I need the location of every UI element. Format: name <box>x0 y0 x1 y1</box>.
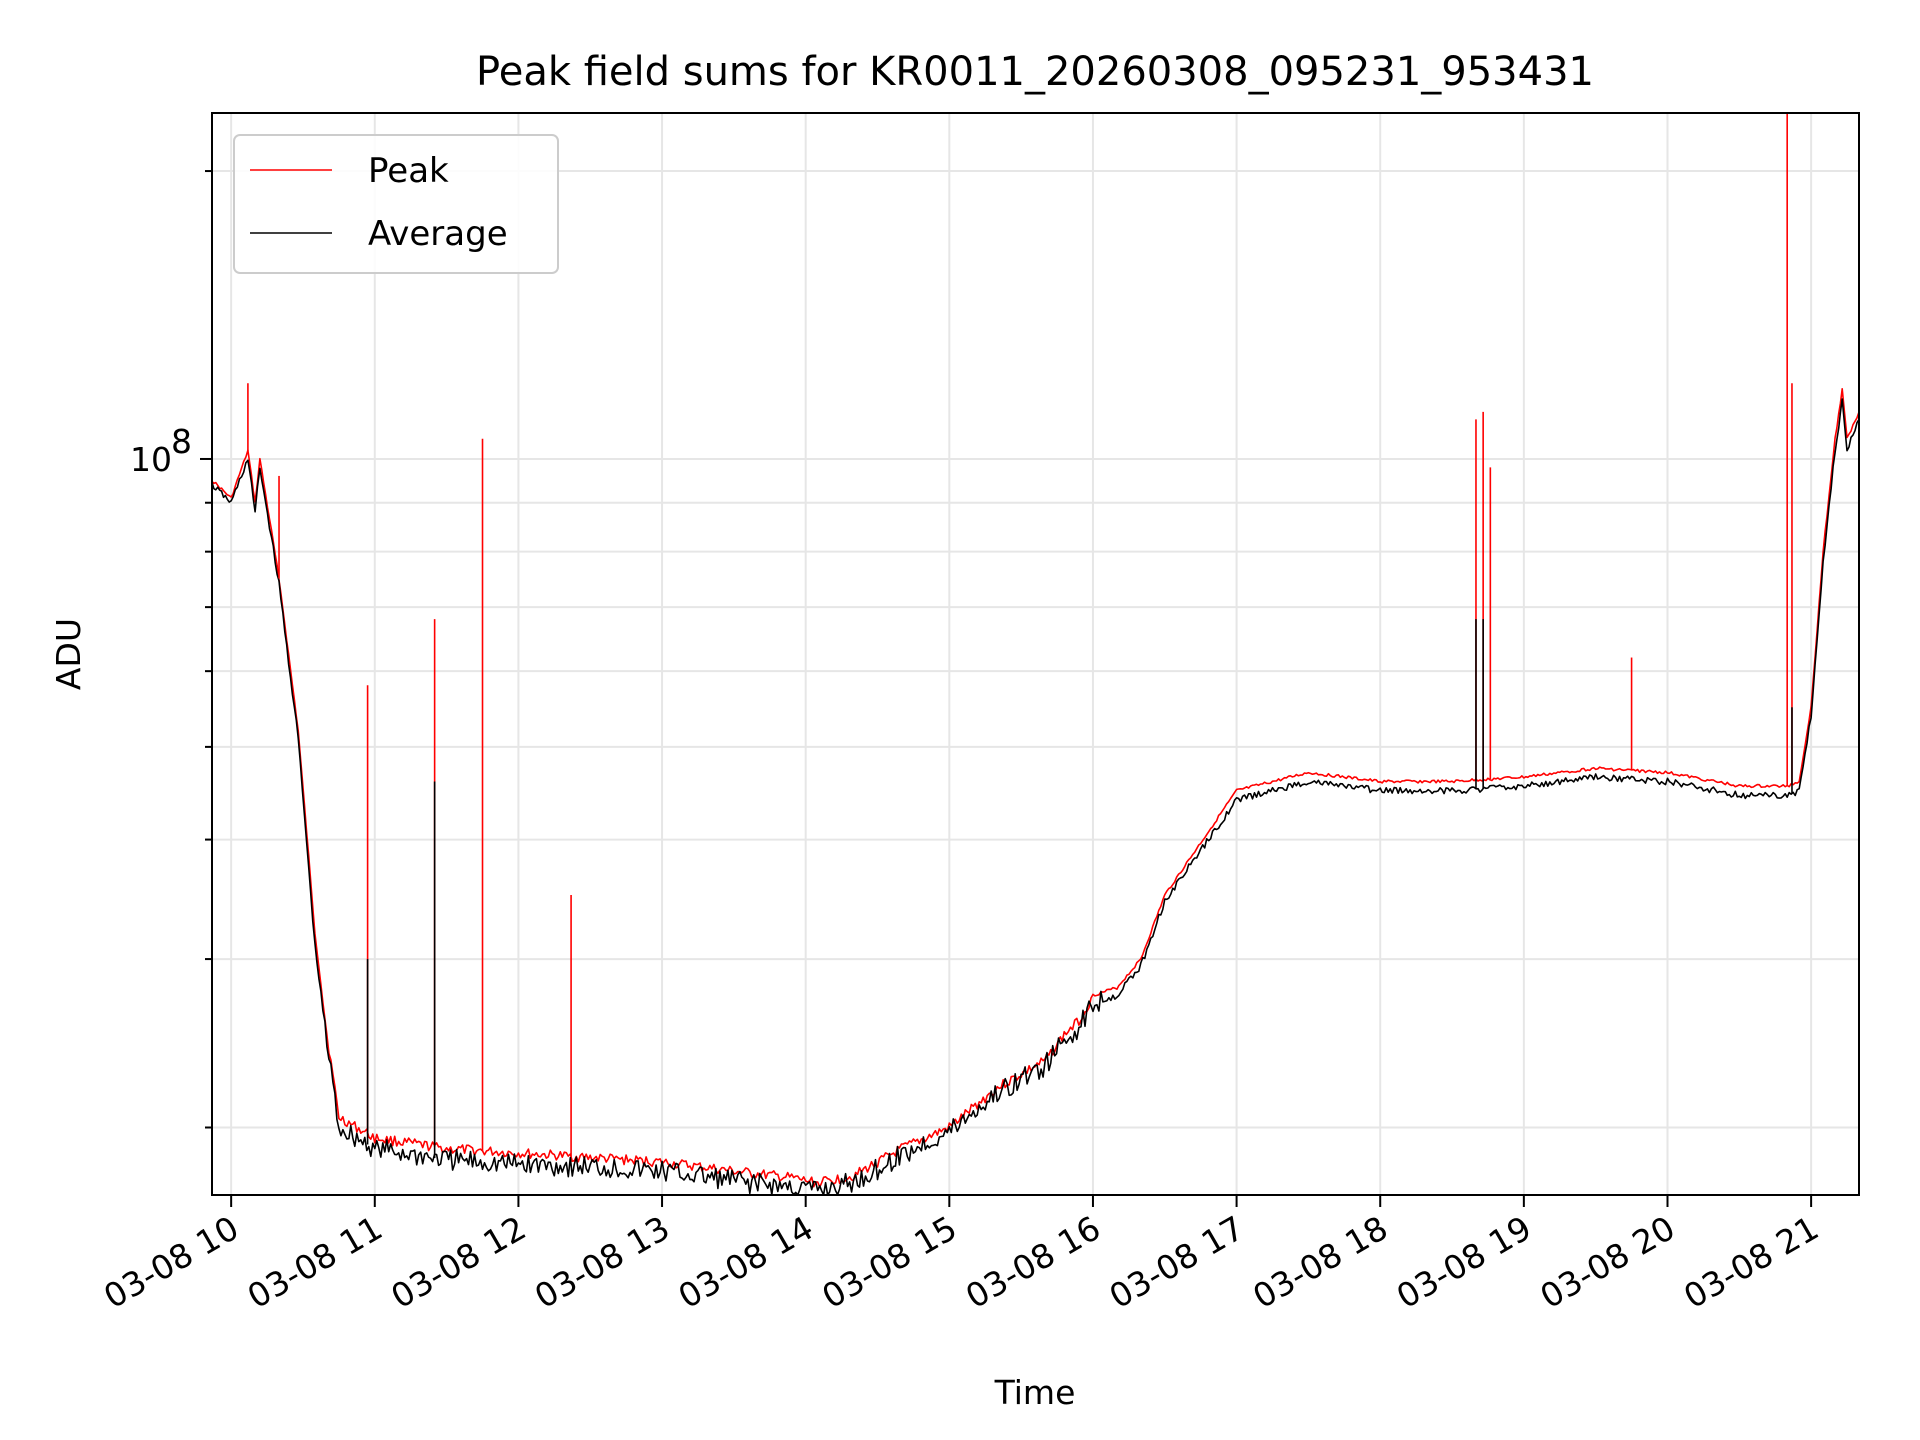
legend-label-peak: Peak <box>368 151 449 191</box>
axes-background <box>212 113 1859 1195</box>
chart-title: Peak field sums for KR0011_20260308_0952… <box>476 49 1594 95</box>
y-tick-label-exponent: 8 <box>171 422 192 461</box>
grid <box>212 113 1859 1195</box>
legend-label-average: Average <box>368 214 508 254</box>
axes-frame <box>211 112 1860 1196</box>
legend: Peak Average <box>233 134 559 274</box>
series-line-peak <box>211 387 1860 1188</box>
y-axis-label: ADU <box>49 618 88 690</box>
plot-area <box>211 112 1860 1196</box>
series-lines <box>211 113 1860 1196</box>
x-axis-label: Time <box>994 1373 1076 1412</box>
y-tick-label: 10 <box>130 440 172 479</box>
y-axis-ticks: 10 8 <box>130 170 212 1129</box>
series-line-average <box>211 398 1860 1196</box>
